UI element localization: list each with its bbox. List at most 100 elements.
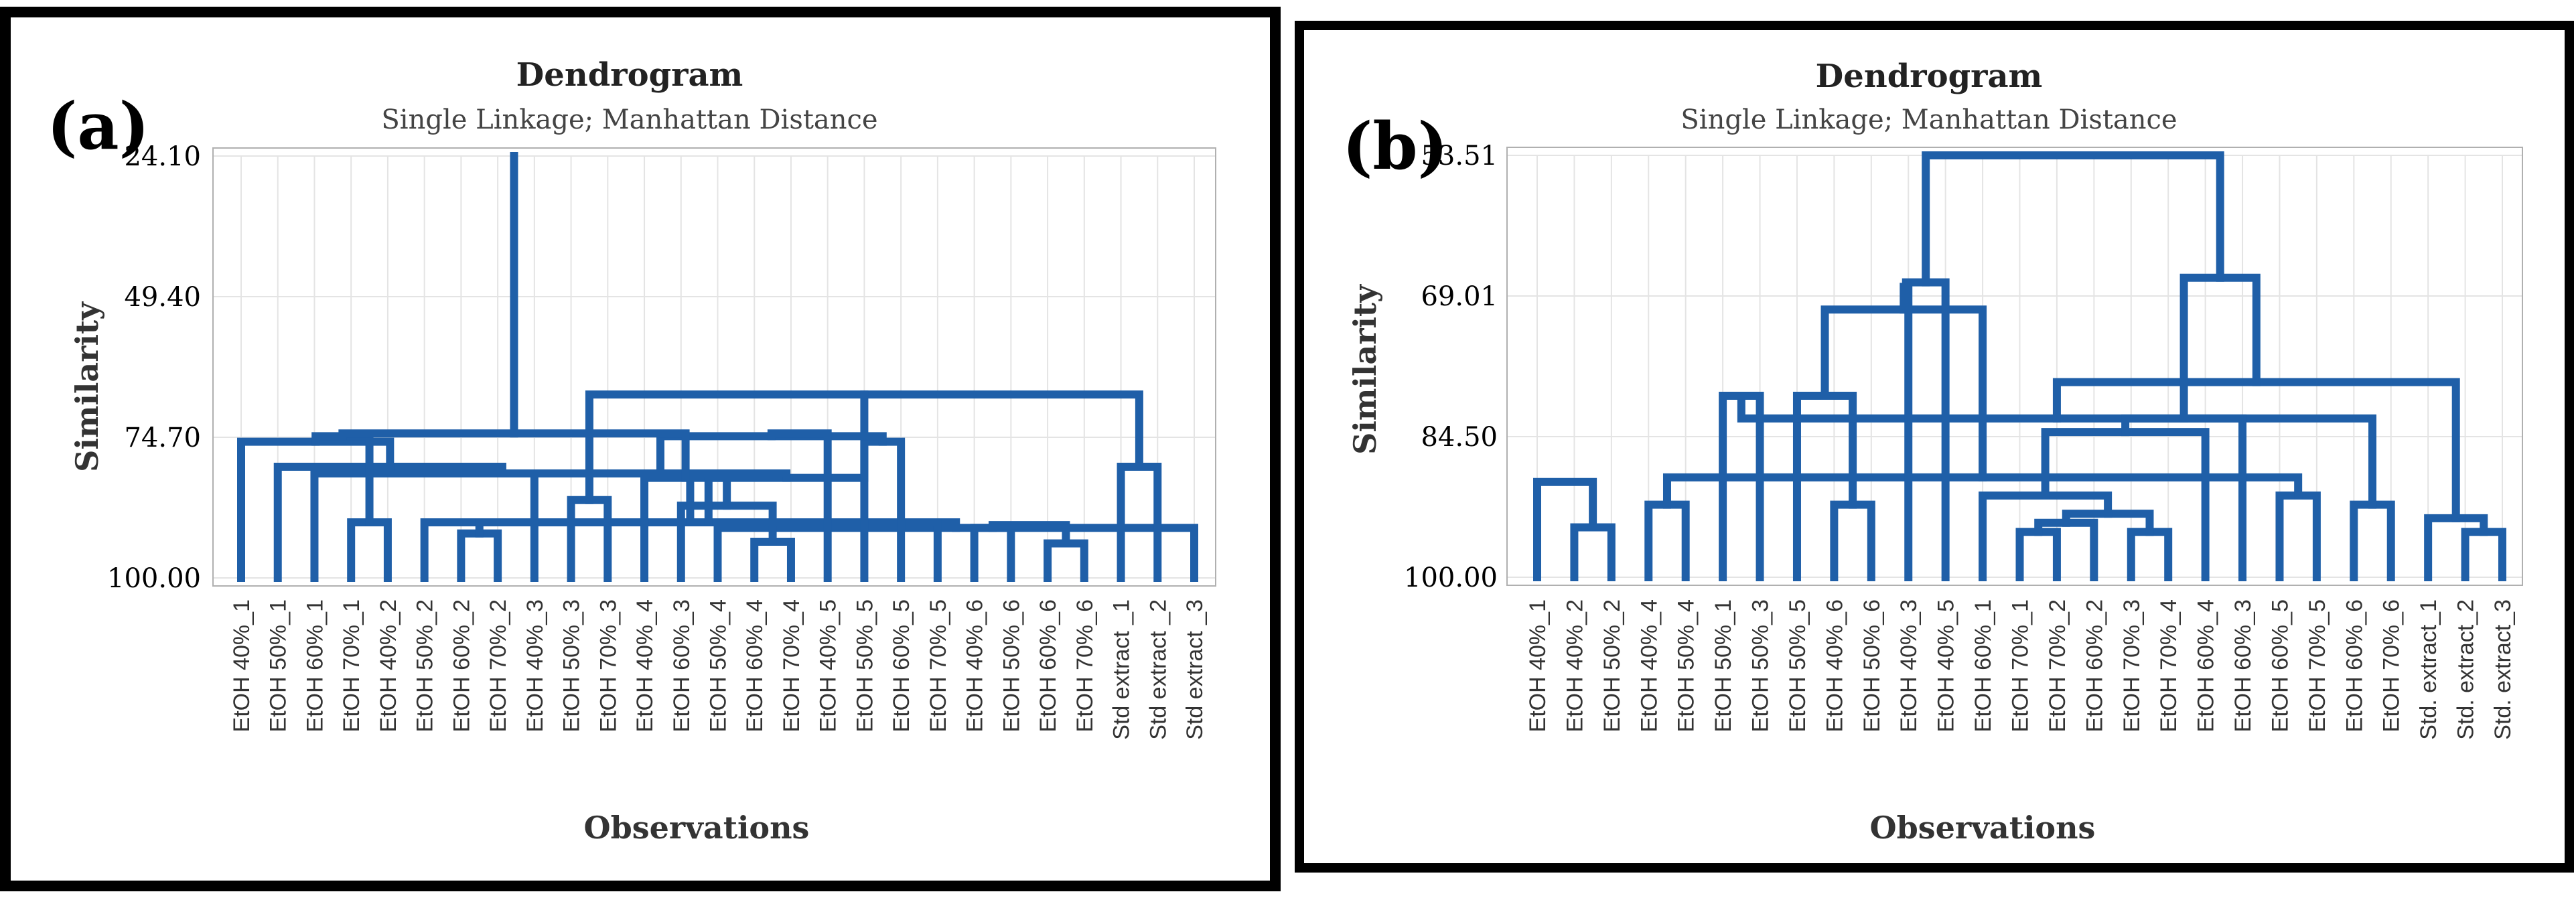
panel-b-label: (b) bbox=[1342, 108, 1448, 184]
panel-a-link bbox=[970, 524, 1015, 582]
panel-b-observation-label: EtOH 50%_2 bbox=[1599, 599, 1625, 732]
panel-b-observation-label: EtOH 60%_5 bbox=[2267, 599, 2293, 732]
panel-a-link bbox=[457, 529, 502, 582]
panel-a-observation-label: EtOH 50%_2 bbox=[413, 599, 438, 732]
panel-b-observation-label: EtOH 70%_5 bbox=[2305, 599, 2330, 732]
panel-b-title: Dendrogram bbox=[1816, 58, 2043, 95]
panel-a-observation-label: Std extract _1 bbox=[1109, 599, 1135, 740]
panel-b-link bbox=[1792, 391, 1857, 581]
panel-a-observation-label: Std extract _2 bbox=[1145, 599, 1171, 740]
panel-a-observation-label: EtOH 60%_2 bbox=[449, 599, 474, 732]
panel-b-ylabel: Similarity bbox=[1347, 284, 1383, 455]
panel-b-link bbox=[1922, 151, 2224, 287]
panel-a-observation-label: EtOH 60%_1 bbox=[302, 599, 328, 732]
panel-a-frame bbox=[0, 7, 1281, 891]
panel-a-subtitle: Single Linkage; Manhattan Distance bbox=[381, 104, 877, 135]
panel-a-link bbox=[567, 496, 612, 582]
panel-b-link bbox=[2275, 492, 2321, 581]
panel-a-link bbox=[1117, 462, 1162, 582]
panel-b-observation-label: EtOH 70%_1 bbox=[2008, 599, 2033, 732]
panel-b-ytick-label: 100.00 bbox=[1404, 563, 1498, 593]
panel-a-link bbox=[767, 429, 832, 582]
panel-b-observation-label: EtOH 70%_6 bbox=[2379, 599, 2405, 732]
panel-a-observation-label: EtOH 60%_5 bbox=[889, 599, 914, 732]
panel-a-observation-label: EtOH 50%_5 bbox=[852, 599, 877, 732]
panel-b-observation-label: EtOH 70%_2 bbox=[2045, 599, 2070, 732]
panel-a-observation-label: EtOH 60%_3 bbox=[669, 599, 695, 732]
panel-a-observation-label: EtOH 60%_6 bbox=[1035, 599, 1061, 732]
panel-a-observation-label: EtOH 40%_2 bbox=[376, 599, 401, 732]
panel-b-observation-label: EtOH 50%_6 bbox=[1859, 599, 1885, 732]
panel-b-observation-label: EtOH 60%_6 bbox=[2342, 599, 2367, 732]
panel-b-link bbox=[2424, 514, 2488, 581]
panel-b-ytick-label: 53.51 bbox=[1421, 141, 1498, 171]
panel-a-observation-label: EtOH 50%_1 bbox=[266, 599, 291, 732]
panel-b-link bbox=[1979, 492, 2113, 581]
panel-b-link bbox=[2350, 500, 2395, 581]
panel-a: (a) Dendrogram Single Linkage; Manhattan… bbox=[0, 7, 1281, 891]
panel-b-link bbox=[2041, 428, 2210, 581]
panel-b-ytick-label: 84.50 bbox=[1421, 422, 1498, 453]
panel-b-frame bbox=[1295, 21, 2574, 873]
panel-a-ytick-label: 100.00 bbox=[107, 563, 201, 594]
panel-b-observation-label: EtOH 40%_3 bbox=[1896, 599, 1922, 732]
panel-b: (b) Dendrogram Single Linkage; Manhattan… bbox=[1295, 21, 2574, 873]
panel-a-link bbox=[311, 432, 374, 526]
panel-a-observation-label: EtOH 50%_3 bbox=[559, 599, 585, 732]
panel-a-observation-label: EtOH 60%_4 bbox=[742, 599, 768, 732]
panel-a-observation-label: EtOH 70%_3 bbox=[595, 599, 621, 732]
panel-b-link bbox=[2461, 528, 2506, 581]
panel-b-observation-label: EtOH 50%_4 bbox=[1674, 599, 1699, 732]
panel-b-observation-label: EtOH 60%_2 bbox=[2082, 599, 2107, 732]
panel-b-observation-label: EtOH 40%_1 bbox=[1525, 599, 1551, 732]
panel-b-link bbox=[1644, 500, 1690, 581]
panel-b-link bbox=[2179, 273, 2261, 423]
panel-b-link bbox=[2015, 528, 2061, 581]
panel-b-observation-label: EtOH 60%_3 bbox=[2230, 599, 2256, 732]
panel-a-observation-label: EtOH 70%_2 bbox=[486, 599, 511, 732]
panel-a-observation-label: EtOH 40%_6 bbox=[962, 599, 988, 732]
panel-b-link bbox=[1900, 283, 1913, 581]
panel-b-observation-label: EtOH 40%_6 bbox=[1822, 599, 1847, 732]
panel-a-observation-label: EtOH 70%_1 bbox=[339, 599, 364, 732]
panel-a-xlabel: Observations bbox=[584, 810, 810, 846]
panel-b-observation-label: EtOH 70%_3 bbox=[2119, 599, 2145, 732]
panel-a-link bbox=[860, 437, 906, 582]
panel-a-observation-label: Std extract _3 bbox=[1182, 599, 1208, 740]
panel-b-observation-label: EtOH 50%_3 bbox=[1748, 599, 1774, 732]
panel-b-plot: 53.51 69.01 84.50 100.00 EtOH 40%_1 EtOH 40%_… bbox=[1404, 141, 2523, 740]
panel-b-observation-label: Std. extract_1 bbox=[2416, 599, 2441, 740]
panel-b-observation-label: EtOH 40%_2 bbox=[1562, 599, 1587, 732]
panel-b-observation-label: EtOH 60%_4 bbox=[2194, 599, 2219, 732]
panel-b-link bbox=[2127, 528, 2173, 581]
panel-a-label: (a) bbox=[47, 88, 149, 164]
panel-b-observation-label: EtOH 50%_5 bbox=[1785, 599, 1810, 732]
panel-b-observation-label: EtOH 40%_4 bbox=[1636, 599, 1662, 732]
panel-b-link bbox=[1570, 523, 1616, 581]
panel-a-link bbox=[750, 538, 795, 582]
panel-b-link bbox=[1719, 391, 1764, 581]
panel-a-link bbox=[988, 521, 1070, 548]
panel-a-link bbox=[1044, 539, 1088, 582]
panel-a-observation-label: EtOH 40%_5 bbox=[816, 599, 841, 732]
panel-a-observation-label: EtOH 40%_4 bbox=[632, 599, 658, 732]
panel-b-xlabel: Observations bbox=[1870, 810, 2096, 846]
panel-b-plot-area bbox=[1506, 147, 2523, 586]
panel-a-observation-label: EtOH 40%_3 bbox=[522, 599, 548, 732]
panel-a-ytick-label: 49.40 bbox=[124, 282, 201, 313]
panel-a-observation-label: EtOH 50%_6 bbox=[999, 599, 1024, 732]
panel-a-ytick-label: 74.70 bbox=[124, 423, 201, 453]
panel-b-observation-label: Std. extract_2 bbox=[2453, 599, 2479, 740]
panel-b-link bbox=[1533, 477, 1597, 581]
panel-b-observation-label: Std. extract_3 bbox=[2490, 599, 2516, 740]
panel-b-observation-label: EtOH 60%_1 bbox=[1971, 599, 1996, 732]
panel-b-observation-label: EtOH 50%_1 bbox=[1711, 599, 1736, 732]
panel-b-observation-label: EtOH 70%_4 bbox=[2156, 599, 2181, 732]
panel-a-observation-label: EtOH 70%_4 bbox=[779, 599, 804, 732]
panel-b-ytick-label: 69.01 bbox=[1421, 281, 1498, 312]
panel-a-plot-area bbox=[212, 147, 1216, 587]
panel-a-ylabel: Similarity bbox=[69, 301, 105, 472]
panel-a-ytick-label: 24.10 bbox=[124, 141, 201, 172]
panel-a-observation-label: EtOH 40%_1 bbox=[229, 599, 255, 732]
